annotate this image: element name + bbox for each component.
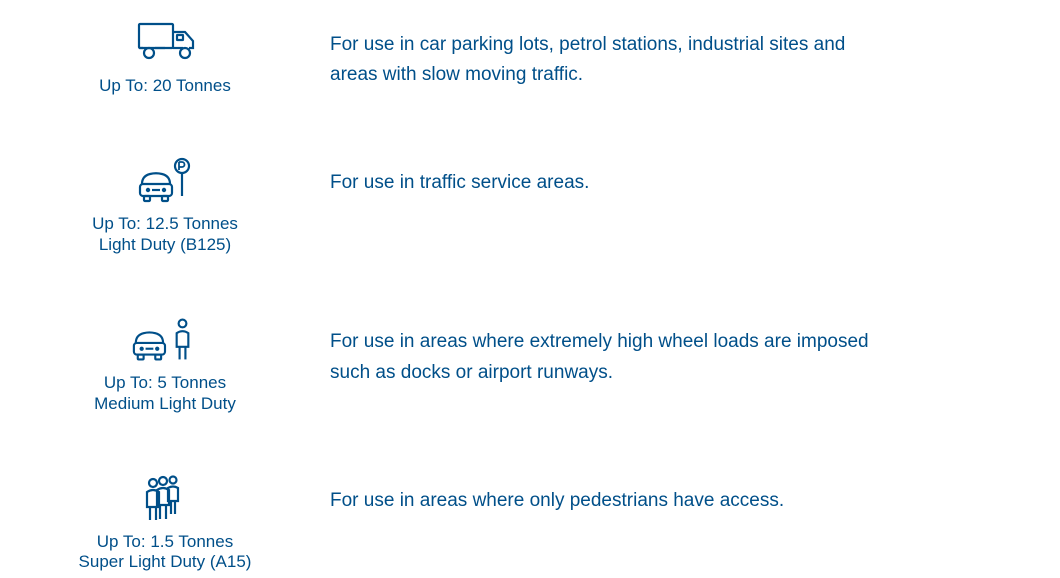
duty-row: Up To: 1.5 Tonnes Super Light Duty (A15)…: [0, 474, 1060, 573]
pedestrians-icon: [130, 474, 200, 522]
label-line1: Up To: 5 Tonnes: [104, 373, 226, 392]
car-parking-icon: [130, 156, 200, 204]
car-person-icon: [130, 315, 200, 363]
label-line2: Medium Light Duty: [94, 394, 236, 413]
truck-icon: [130, 18, 200, 66]
duty-description: For use in traffic service areas.: [330, 168, 880, 198]
duty-row: Up To: 5 Tonnes Medium Light Duty For us…: [0, 315, 1060, 474]
duty-row: Up To: 20 Tonnes For use in car parking …: [0, 18, 1060, 156]
duty-description: For use in areas where extremely high wh…: [330, 327, 880, 388]
duty-row: Up To: 12.5 Tonnes Light Duty (B125) For…: [0, 156, 1060, 315]
duty-description: For use in areas where only pedestrians …: [330, 486, 880, 516]
duty-label: Up To: 1.5 Tonnes Super Light Duty (A15): [79, 532, 252, 573]
duty-description: For use in car parking lots, petrol stat…: [330, 30, 880, 91]
duty-class-list: Up To: 20 Tonnes For use in car parking …: [0, 18, 1060, 573]
icon-column: Up To: 20 Tonnes: [0, 18, 330, 96]
duty-label: Up To: 12.5 Tonnes Light Duty (B125): [92, 214, 238, 255]
duty-label: Up To: 5 Tonnes Medium Light Duty: [94, 373, 236, 414]
icon-column: Up To: 12.5 Tonnes Light Duty (B125): [0, 156, 330, 255]
description-column: For use in car parking lots, petrol stat…: [330, 18, 1060, 91]
label-line1: Up To: 1.5 Tonnes: [97, 532, 233, 551]
icon-column: Up To: 5 Tonnes Medium Light Duty: [0, 315, 330, 414]
icon-column: Up To: 1.5 Tonnes Super Light Duty (A15): [0, 474, 330, 573]
description-column: For use in areas where extremely high wh…: [330, 315, 1060, 388]
description-column: For use in traffic service areas.: [330, 156, 1060, 198]
label-line2: Super Light Duty (A15): [79, 552, 252, 571]
label-line1: Up To: 12.5 Tonnes: [92, 214, 238, 233]
description-column: For use in areas where only pedestrians …: [330, 474, 1060, 516]
label-line2: Light Duty (B125): [99, 235, 231, 254]
duty-label: Up To: 20 Tonnes: [99, 76, 231, 96]
label-line1: Up To: 20 Tonnes: [99, 76, 231, 95]
